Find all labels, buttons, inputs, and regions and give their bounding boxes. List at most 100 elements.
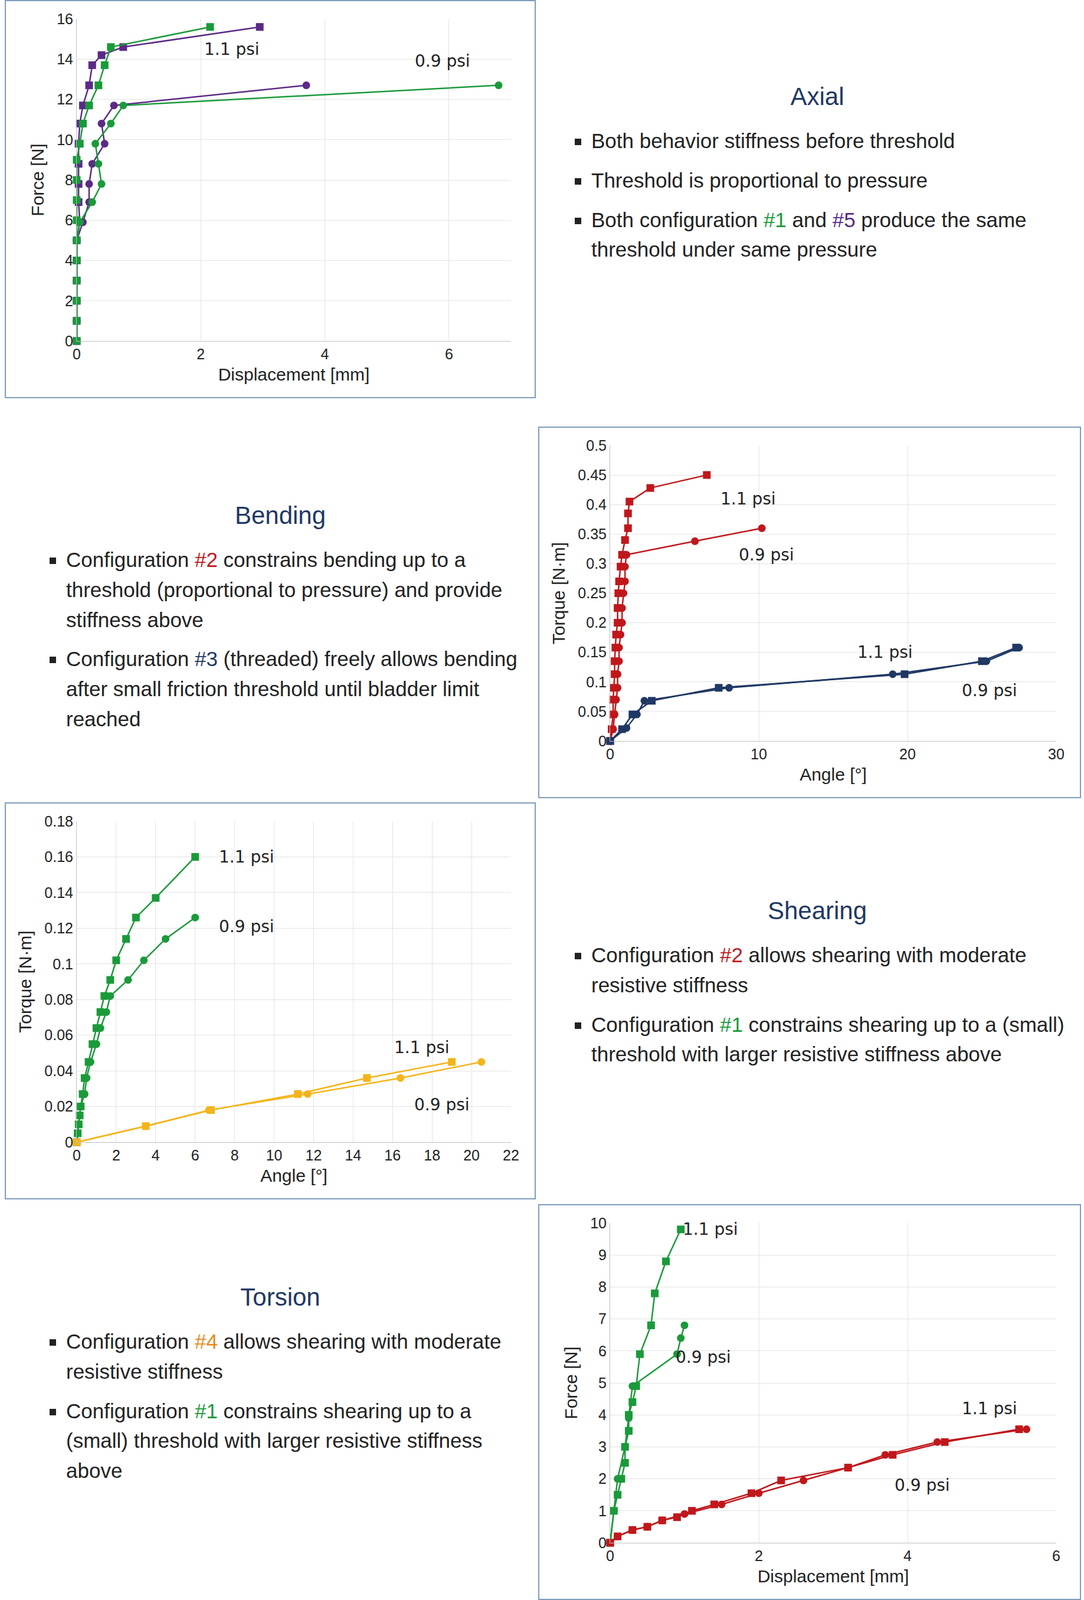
- svg-text:10: 10: [266, 1147, 283, 1164]
- svg-text:4: 4: [903, 1547, 912, 1565]
- svg-text:0.35: 0.35: [577, 525, 607, 543]
- svg-text:Force [N]: Force [N]: [27, 143, 48, 216]
- svg-text:5: 5: [598, 1374, 607, 1392]
- svg-text:0.1: 0.1: [585, 673, 607, 691]
- svg-text:0: 0: [606, 1547, 615, 1565]
- svg-text:Torque [N·m]: Torque [N·m]: [548, 542, 569, 645]
- html-text:Configuration #2 constrains be: Configuration #2 constrains bending up t…: [66, 548, 503, 632]
- svg-text:16: 16: [56, 10, 74, 28]
- html-text:Configuration #1 constrains sh: Configuration #1 constrains shearing up …: [66, 1399, 483, 1483]
- svg-text:6: 6: [1052, 1547, 1061, 1565]
- svg-text:0.9 psi: 0.9 psi: [414, 51, 471, 71]
- svg-text:1.1 psi: 1.1 psi: [204, 39, 260, 60]
- svg-text:4: 4: [151, 1147, 160, 1164]
- svg-text:14: 14: [56, 50, 74, 68]
- svg-text:0.14: 0.14: [44, 884, 74, 902]
- svg-text:20: 20: [899, 745, 916, 763]
- svg-text:0.4: 0.4: [585, 496, 607, 513]
- svg-text:0.08: 0.08: [44, 991, 74, 1008]
- svg-text:Torque [N·m]: Torque [N·m]: [15, 930, 35, 1033]
- svg-text:Angle [°]: Angle [°]: [260, 1166, 328, 1186]
- svg-text:12: 12: [56, 90, 74, 108]
- svg-text:1: 1: [598, 1502, 607, 1520]
- svg-text:10: 10: [590, 1215, 607, 1232]
- svg-text:2: 2: [754, 1547, 763, 1565]
- svg-text:0: 0: [64, 1134, 74, 1151]
- svg-text:0.45: 0.45: [577, 466, 607, 484]
- svg-text:6: 6: [598, 1343, 607, 1360]
- svg-text:2: 2: [64, 292, 74, 310]
- svg-text:0.18: 0.18: [44, 813, 74, 830]
- svg-text:12: 12: [305, 1147, 323, 1164]
- svg-text:Angle [°]: Angle [°]: [799, 764, 867, 785]
- svg-text:9: 9: [598, 1246, 607, 1264]
- svg-text:0: 0: [72, 1147, 81, 1164]
- svg-text:0.9 psi: 0.9 psi: [414, 1095, 470, 1115]
- svg-text:18: 18: [423, 1147, 441, 1164]
- svg-text:0.2: 0.2: [585, 614, 607, 631]
- svg-text:Displacement [mm]: Displacement [mm]: [757, 1566, 910, 1587]
- svg-text:1.1 psi: 1.1 psi: [394, 1037, 450, 1058]
- svg-text:30: 30: [1048, 745, 1065, 763]
- html-text:Configuration #2 allows sheari: Configuration #2 allows shearing with mo…: [591, 943, 1027, 997]
- html-text:Configuration #3 (threaded) fr: Configuration #3 (threaded) freely allow…: [66, 647, 518, 731]
- svg-text:6: 6: [444, 345, 454, 363]
- svg-text:4: 4: [64, 251, 74, 269]
- svg-text:0.9 psi: 0.9 psi: [894, 1475, 951, 1496]
- html-text:Both behavior stiffness before: Both behavior stiffness before threshold: [591, 129, 955, 153]
- html-text:Axial: Axial: [790, 82, 845, 111]
- svg-text:0.16: 0.16: [44, 848, 74, 866]
- svg-text:6: 6: [191, 1147, 200, 1164]
- svg-text:0.05: 0.05: [577, 703, 607, 720]
- svg-text:1.1 psi: 1.1 psi: [682, 1219, 739, 1240]
- svg-text:0.15: 0.15: [577, 643, 607, 661]
- svg-text:0.02: 0.02: [44, 1098, 74, 1115]
- svg-text:2: 2: [196, 345, 205, 363]
- svg-text:8: 8: [598, 1278, 607, 1296]
- svg-text:Displacement [mm]: Displacement [mm]: [218, 364, 370, 385]
- svg-text:1.1 psi: 1.1 psi: [218, 847, 275, 867]
- svg-text:1.1 psi: 1.1 psi: [720, 489, 776, 509]
- svg-text:0.3: 0.3: [585, 555, 607, 572]
- html-text:Both configuration #1 and #5 p: Both configuration #1 and #5 produce the…: [591, 208, 1027, 261]
- svg-text:3: 3: [598, 1438, 607, 1456]
- svg-text:16: 16: [384, 1147, 401, 1164]
- html-text:Configuration #4 allows sheari: Configuration #4 allows shearing with mo…: [66, 1330, 502, 1384]
- svg-text:0.06: 0.06: [44, 1026, 74, 1044]
- svg-text:0.9 psi: 0.9 psi: [218, 917, 275, 937]
- svg-text:8: 8: [64, 171, 74, 189]
- svg-text:0.25: 0.25: [577, 584, 607, 602]
- svg-text:2: 2: [598, 1470, 607, 1488]
- html-text:Torsion: Torsion: [240, 1283, 321, 1312]
- svg-text:Force [N]: Force [N]: [561, 1346, 581, 1420]
- svg-text:1.1 psi: 1.1 psi: [857, 642, 913, 663]
- svg-text:2: 2: [112, 1147, 121, 1164]
- svg-text:0: 0: [598, 732, 607, 750]
- svg-text:0.9 psi: 0.9 psi: [961, 680, 1018, 701]
- svg-text:0: 0: [598, 1534, 607, 1552]
- svg-text:6: 6: [64, 211, 74, 229]
- svg-text:10: 10: [56, 131, 74, 149]
- html-text:Configuration #1 constrains sh: Configuration #1 constrains shearing up …: [591, 1012, 1065, 1066]
- svg-text:22: 22: [502, 1147, 520, 1164]
- html-text:Shearing: Shearing: [767, 896, 867, 925]
- svg-text:0.9 psi: 0.9 psi: [675, 1347, 732, 1368]
- svg-text:0.04: 0.04: [44, 1062, 74, 1080]
- svg-text:0.9 psi: 0.9 psi: [738, 545, 795, 565]
- svg-text:8: 8: [230, 1147, 239, 1164]
- svg-text:0.12: 0.12: [44, 919, 74, 937]
- svg-text:4: 4: [321, 345, 330, 363]
- svg-text:0: 0: [64, 332, 74, 350]
- html-text:Bending: Bending: [234, 501, 326, 530]
- svg-text:4: 4: [598, 1406, 607, 1424]
- svg-text:20: 20: [463, 1147, 480, 1164]
- html-text:Threshold is proportional to p: Threshold is proportional to pressure: [591, 168, 928, 192]
- svg-text:0.5: 0.5: [585, 437, 607, 454]
- svg-text:10: 10: [750, 745, 768, 763]
- svg-text:14: 14: [344, 1147, 362, 1164]
- svg-text:1.1 psi: 1.1 psi: [961, 1399, 1018, 1419]
- svg-text:0.1: 0.1: [52, 955, 74, 973]
- svg-text:0: 0: [72, 345, 81, 363]
- svg-text:7: 7: [598, 1310, 607, 1328]
- svg-text:0: 0: [606, 745, 615, 763]
